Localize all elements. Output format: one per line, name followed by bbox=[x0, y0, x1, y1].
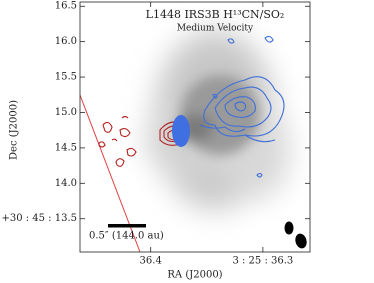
x-tick-label: 36.4 bbox=[140, 256, 162, 267]
red-contours bbox=[98, 115, 137, 167]
x-axis-label: RA (J2000) bbox=[167, 270, 222, 281]
chart-title: L1448 IRS3B H¹³CN/SO₂ bbox=[146, 8, 285, 21]
blue-contours-small bbox=[212, 35, 274, 178]
y-tick-label: 15.5 bbox=[55, 72, 77, 83]
y-tick-label: 14.5 bbox=[55, 142, 77, 153]
blue-contours bbox=[199, 76, 285, 143]
scale-bar-label: 0.5″ (144.0 au) bbox=[89, 231, 164, 242]
scale-bar bbox=[108, 224, 146, 228]
y-tick-label: +30 : 45 : 13.5 bbox=[1, 213, 77, 224]
beam bbox=[284, 221, 294, 235]
beam bbox=[295, 233, 307, 249]
blue-lobe bbox=[172, 115, 190, 147]
plot-frame bbox=[79, 1, 311, 253]
axis-line bbox=[80, 94, 141, 252]
y-tick-label: 16.5 bbox=[55, 1, 77, 12]
y-tick-label: 16.0 bbox=[55, 36, 77, 47]
image-content bbox=[80, 30, 307, 252]
y-tick-label: 14.0 bbox=[55, 178, 77, 189]
chart-subtitle: Medium Velocity bbox=[177, 24, 254, 34]
y-axis-label: Dec (J2000) bbox=[9, 100, 20, 160]
x-tick-label: 3 : 25 : 36.3 bbox=[232, 256, 293, 267]
y-tick-label: 15.0 bbox=[55, 107, 77, 118]
